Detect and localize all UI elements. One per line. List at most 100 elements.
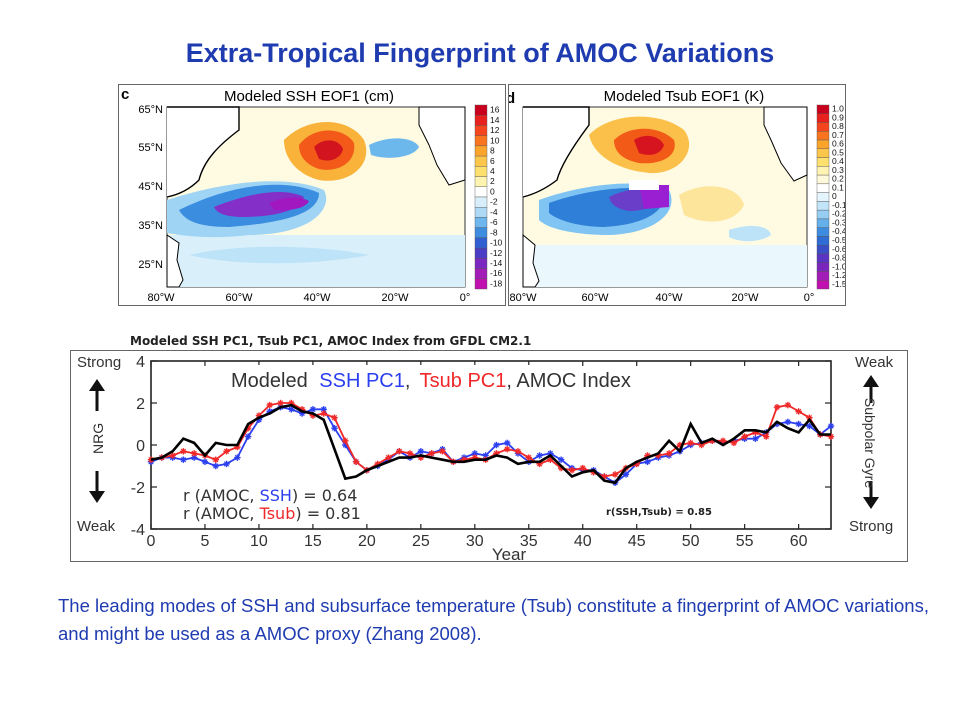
lat-label: 65°N <box>138 104 163 116</box>
ssh-colorbar-swatch <box>474 258 488 269</box>
ssh-data-point <box>557 456 565 463</box>
tsub-data-point <box>439 448 446 455</box>
tsub-data-point <box>169 452 176 459</box>
tsub-data-point <box>331 414 338 421</box>
tsub-colorbar-label: 0.5 <box>832 147 844 157</box>
tsub-data-point <box>536 460 543 468</box>
ssh-colorbar-swatch <box>474 207 488 218</box>
up-arrow-icon <box>89 379 105 411</box>
ssh-colorbar-label: -4 <box>490 207 498 217</box>
tsub-data-point <box>568 467 576 474</box>
tsub-colorbar-swatch <box>816 166 830 176</box>
corr-ssh-tsub: r(SSH,Tsub) = 0.85 <box>606 507 712 518</box>
ssh-data-point <box>536 452 543 459</box>
y-tick-label: -2 <box>131 480 145 497</box>
x-tick-label: 15 <box>304 533 322 550</box>
ssh-eof-map-panel: c Modeled SSH EOF1 (cm) 65°N 55°N 45°N 3… <box>118 84 506 306</box>
tsub-colorbar-label: -0.8 <box>832 253 845 263</box>
chart-series <box>147 399 835 486</box>
tsub-colorbar-label: 0 <box>832 191 837 201</box>
ssh-data-point <box>212 462 219 470</box>
ssh-data-point <box>244 433 252 440</box>
tsub-data-point <box>406 450 414 457</box>
tsub-data-point <box>212 456 219 463</box>
ssh-map-title: Modeled SSH EOF1 (cm) <box>224 88 394 105</box>
corr-amoc-tsub: r (AMOC, Tsub) = 0.81 <box>183 504 361 523</box>
tsub-colorbar-label: 0.3 <box>832 165 844 175</box>
x-tick-label: 45 <box>628 533 646 550</box>
ssh-colorbar-label: 16 <box>490 105 500 115</box>
tsub-colorbar-label: 0.9 <box>832 112 844 122</box>
tsub-data-point <box>320 410 327 417</box>
tsub-colorbar-swatch <box>816 201 830 211</box>
ssh-data-point <box>503 439 511 447</box>
legend-text: Modeled SSH PC1, Tsub PC1, AMOC Index <box>231 370 631 392</box>
ssh-colorbar-swatch <box>474 196 488 208</box>
tsub-colorbar-swatch <box>816 113 830 123</box>
ssh-colorbar-label: 0 <box>490 186 495 196</box>
legend-tsub: Tsub PC1 <box>420 370 507 392</box>
lon-label: 80°W <box>509 292 537 304</box>
panel-letter-d: d <box>509 90 515 107</box>
chart-legend: Modeled SSH PC1, Tsub PC1, AMOC Index <box>227 365 631 395</box>
lon-label: 80°W <box>147 292 175 304</box>
left-bottom-label: Weak <box>77 518 116 535</box>
tsub-colorbar-label: -0.2 <box>832 209 845 219</box>
lon-label: 40°W <box>303 292 331 304</box>
tsub-colorbar-label: 0.4 <box>832 156 844 166</box>
tsub-data-point <box>277 399 284 407</box>
tsub-data-point <box>352 458 360 465</box>
ssh-data-point <box>417 448 425 455</box>
lon-label: 20°W <box>731 292 759 304</box>
tsub-data-point <box>428 450 435 457</box>
tsub-colorbar-swatch <box>816 104 830 114</box>
tsub-data-point <box>741 433 748 440</box>
ssh-colorbar-swatch <box>474 125 488 136</box>
tsub-colorbar-label: -0.5 <box>832 235 845 245</box>
tsub-colorbar-swatch <box>816 183 830 193</box>
x-tick-label: 40 <box>574 533 592 550</box>
tsub-data-point <box>525 454 532 461</box>
tsub-colorbar-swatch <box>816 148 830 158</box>
ssh-data-point <box>309 406 317 413</box>
corr-amoc-ssh: r (AMOC, SSH) = 0.64 <box>183 486 357 505</box>
tsub-data-point <box>773 404 781 411</box>
tsub-data-point <box>514 448 522 455</box>
tsub-colorbar-label: 0.8 <box>832 121 844 131</box>
x-tick-label: 10 <box>250 533 268 550</box>
lat-label: 25°N <box>138 259 163 271</box>
ssh-colorbar-swatch <box>474 237 488 249</box>
ssh-series-line <box>150 406 832 484</box>
ssh-colorbar-label: -12 <box>490 248 503 258</box>
x-tick-label: 5 <box>201 533 210 550</box>
ssh-colorbar-swatch <box>474 104 488 116</box>
tsub-colorbar-label: -1.2 <box>832 270 845 280</box>
ssh-data-point <box>752 435 759 442</box>
pc-timeseries-panel: 0 5 10 15 20 25 30 35 40 45 50 55 60 4 2 0 -2 -4 Modeled … <box>70 350 908 564</box>
ssh-colorbar-swatch <box>474 135 488 147</box>
y-tick-label: 0 <box>136 438 145 455</box>
ssh-data-point <box>471 450 479 457</box>
x-tick-label: 20 <box>358 533 376 550</box>
ssh-data-point <box>180 456 187 463</box>
tsub-colorbar-label: 0.1 <box>832 182 844 192</box>
tsub-colorbar-swatch <box>816 192 830 202</box>
ssh-colorbar-label: -10 <box>490 238 503 248</box>
ssh-colorbar-label: 6 <box>490 156 495 166</box>
lon-label: 20°W <box>381 292 409 304</box>
tsub-data-point <box>579 464 586 472</box>
tsub-data-point <box>730 439 738 447</box>
right-up-arrow-icon <box>863 375 879 403</box>
ssh-colorbar-label: 14 <box>490 115 500 125</box>
tsub-colorbar-swatch <box>816 227 830 237</box>
tsub-colorbar-label: -0.4 <box>832 226 845 236</box>
tsub-data-point <box>763 433 770 440</box>
tsub-series-line <box>150 402 832 478</box>
tsub-colorbar-label: -1.0 <box>832 261 845 271</box>
lat-label: 55°N <box>138 142 163 154</box>
lon-label: 0° <box>460 292 471 304</box>
ssh-colorbar-label: -16 <box>490 268 503 278</box>
ssh-map-field <box>166 106 466 288</box>
